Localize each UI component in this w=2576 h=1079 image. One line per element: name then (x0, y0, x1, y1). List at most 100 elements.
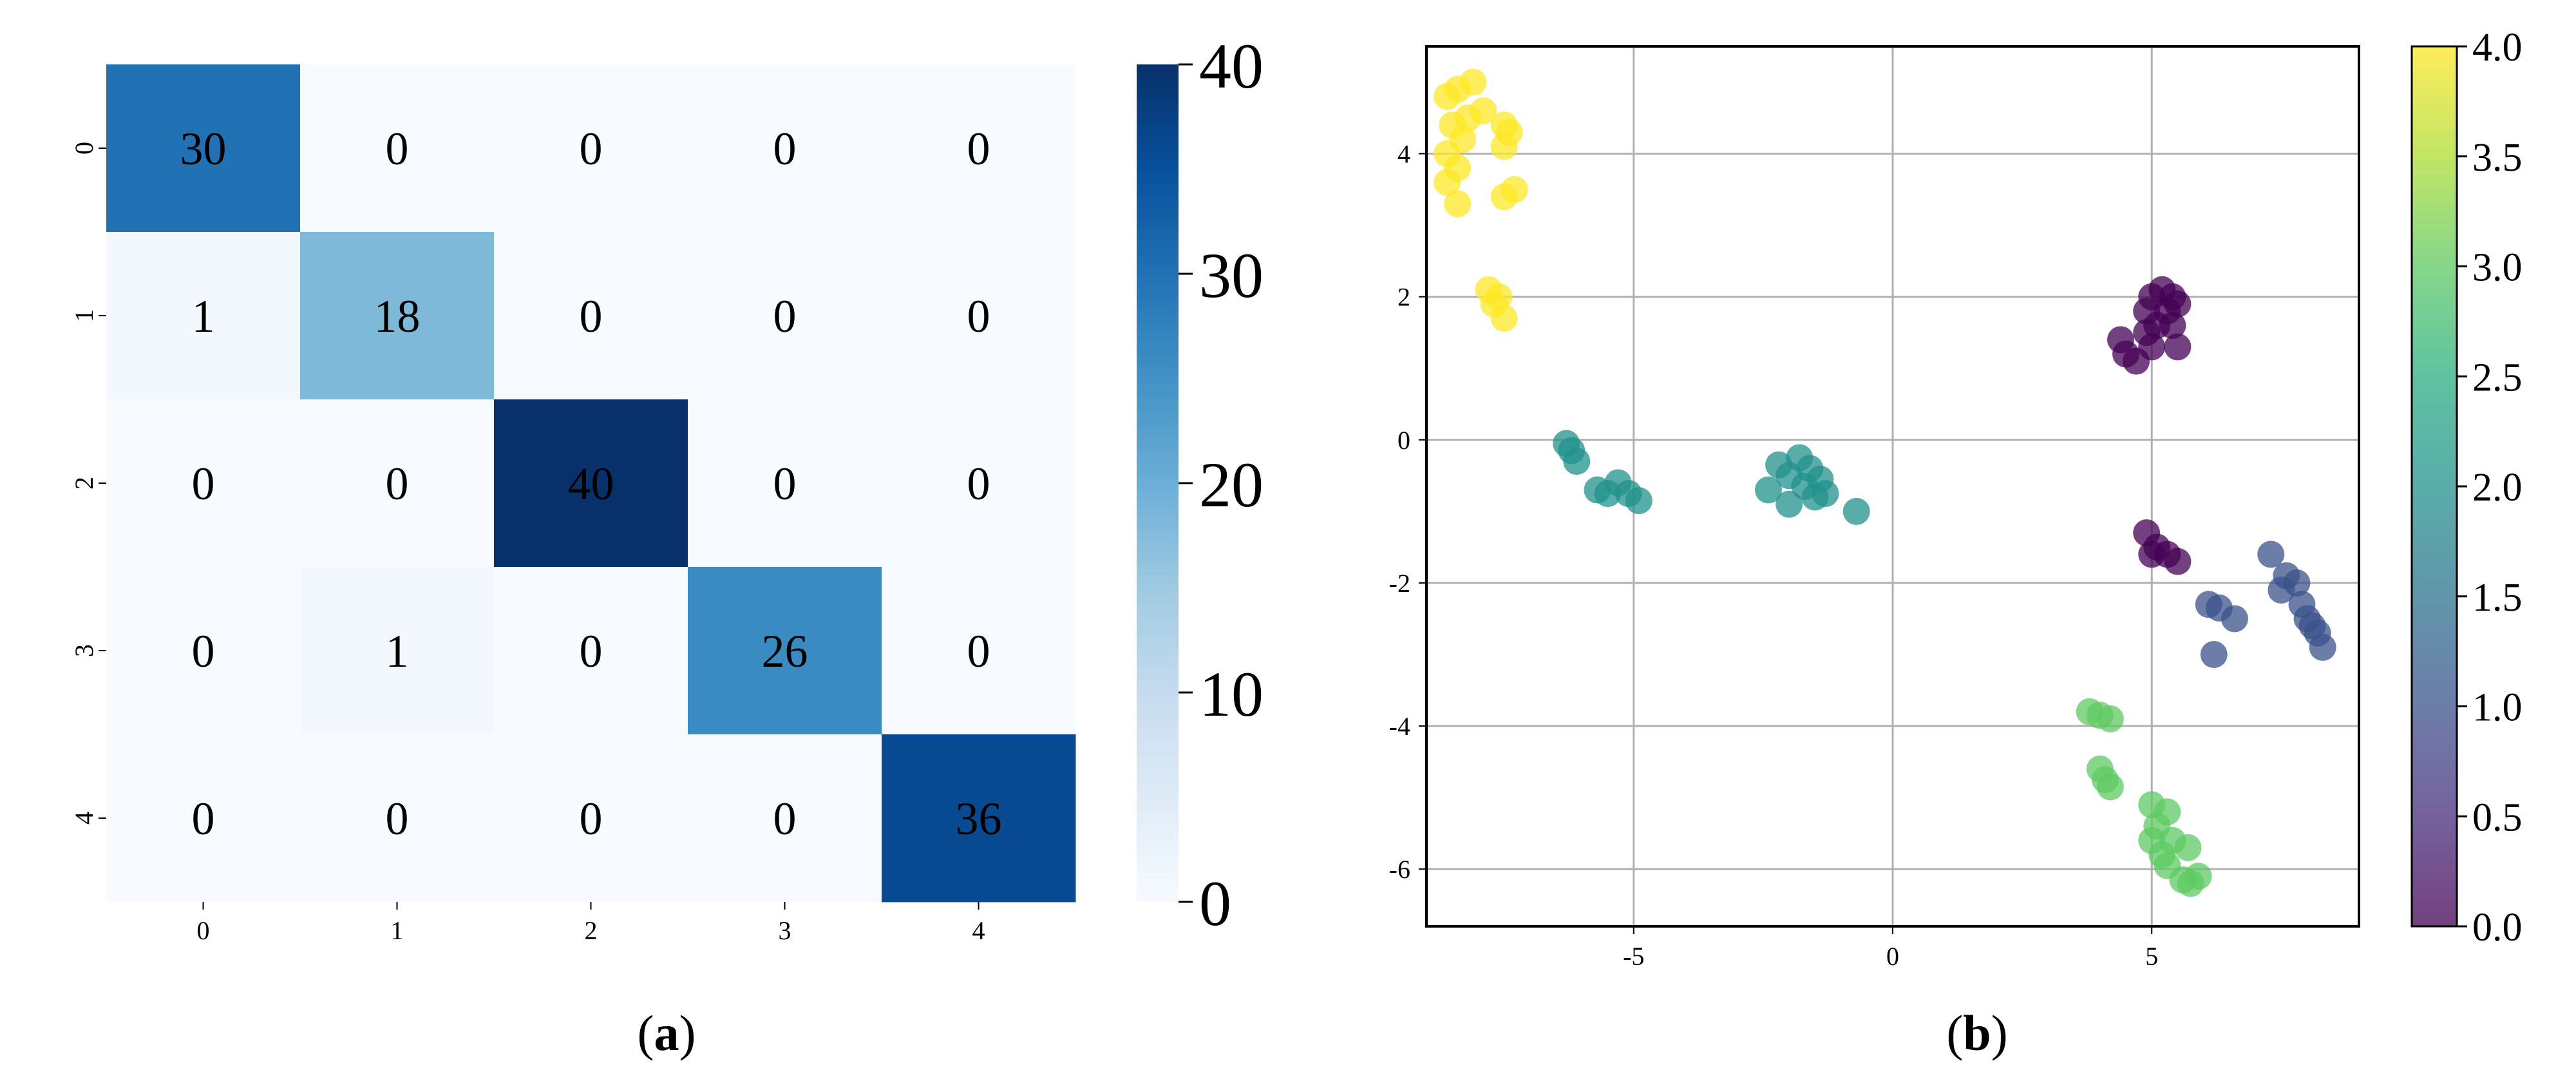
scatter-point (2221, 605, 2248, 633)
heatmap-cell-label: 0 (967, 625, 990, 677)
heatmap-cell-label: 0 (386, 793, 409, 845)
heatmap-cell-label: 0 (967, 458, 990, 510)
heatmap-cell-label: 0 (773, 458, 797, 510)
heatmap-cell-label: 0 (580, 123, 603, 175)
scatter-point (1434, 82, 1461, 110)
scatter-point (1459, 68, 1487, 96)
colorbar-gradient (2412, 46, 2457, 926)
heatmap-cell (882, 232, 1076, 400)
scatter-point (2096, 705, 2124, 732)
scatter-point (2174, 834, 2202, 861)
scatter-point (2159, 312, 2186, 339)
scatter-colorbar: 0.0 0.5 1.0 1.5 2.0 2.5 3.0 3.5 4.0 (2410, 26, 2523, 950)
colorbar-tick-label: 1.0 (2472, 686, 2523, 730)
heatmap-cell (882, 64, 1076, 233)
y-tick-label: 0 (1397, 426, 1410, 455)
heatmap-cell (106, 734, 301, 902)
x-tick-label: -5 (1623, 942, 1644, 971)
scatter-point (1434, 169, 1461, 196)
panel-label-a: (a) (638, 1005, 696, 1061)
x-tick-label: 1 (391, 916, 404, 945)
heatmap-cell (300, 232, 495, 400)
scatter-point (1490, 133, 1518, 160)
scatter-point (2164, 333, 2192, 361)
x-tick-label: 4 (972, 916, 985, 945)
scatter-point (2096, 773, 2124, 801)
x-tick-label: 5 (2145, 942, 2158, 971)
heatmap-cell-label: 1 (386, 625, 409, 677)
x-tick-label: 0 (197, 916, 210, 945)
heatmap-cell (106, 567, 301, 735)
heatmap-cell-label: 0 (386, 458, 409, 510)
scatter-point (1444, 190, 1472, 218)
heatmap-cell (688, 64, 882, 233)
scatter-point (2164, 548, 2192, 575)
heatmap-cell-label: 0 (192, 625, 215, 677)
heatmap-cell (882, 734, 1076, 902)
colorbar-tick-label: 2.0 (2472, 466, 2523, 510)
colorbar-gradient (1137, 64, 1179, 902)
heatmap-cell (494, 64, 688, 233)
scatter-point (1625, 487, 1653, 515)
y-tick-label: -2 (1389, 569, 1410, 598)
heatmap-cell-label: 0 (580, 291, 603, 342)
heatmap-cell (106, 399, 301, 568)
x-tick-label: 2 (585, 916, 598, 945)
scatter-plot: -5 0 5 -6 -4 -2 0 2 4 (1389, 45, 2360, 971)
scatter-point (1842, 497, 1870, 525)
heatmap-cell-label: 0 (773, 793, 797, 845)
x-tick-label: 0 (1886, 942, 1899, 971)
scatter-point (1490, 305, 1518, 332)
heatmap-cell (494, 399, 688, 568)
scatter-point (1470, 97, 1497, 124)
heatmap-cell-label: 0 (773, 291, 797, 342)
colorbar-tick-label: 30 (1199, 240, 1264, 311)
heatmap-cell (300, 399, 495, 568)
heatmap-cell-label: 1 (192, 291, 215, 342)
scatter-point (2138, 333, 2166, 361)
colorbar-tick-label: 3.0 (2472, 246, 2523, 290)
colorbar-tick-label: 4.0 (2472, 26, 2523, 70)
heatmap-cell-label: 30 (180, 123, 227, 175)
heatmap-cell-label: 0 (773, 123, 797, 175)
scatter-point (2309, 633, 2336, 661)
colorbar-tick-label: 2.5 (2472, 356, 2523, 399)
heatmap-cell-label: 26 (762, 625, 808, 677)
scatter-point (1776, 490, 1803, 518)
y-tick-label: 4 (1397, 140, 1410, 169)
colorbar-tick-label: 3.5 (2472, 136, 2523, 180)
heatmap-cell-label: 0 (192, 793, 215, 845)
heatmap-cell (882, 399, 1076, 568)
heatmap-cell (106, 64, 301, 233)
colorbar-tick-label: 40 (1199, 30, 1264, 102)
scatter-point (2268, 577, 2295, 604)
panel-label-b: (b) (1946, 1005, 2007, 1061)
heatmap-cell-label: 0 (580, 793, 603, 845)
heatmap-cell-label: 40 (568, 458, 614, 510)
heatmap-cell-label: 0 (192, 458, 215, 510)
scatter-point (2164, 290, 2192, 318)
colorbar-tick-label: 0.0 (2472, 906, 2523, 950)
heatmap-cell-label: 0 (967, 291, 990, 342)
scatter-point (1490, 183, 1518, 211)
y-tick-label: -4 (1389, 712, 1410, 741)
heatmap-cell-label: 36 (956, 793, 1002, 845)
heatmap-cell-label: 18 (374, 291, 421, 342)
y-tick-label: 2 (1397, 283, 1410, 312)
y-tick-label: 0 (70, 142, 99, 155)
colorbar-tick-label: 10 (1199, 658, 1264, 730)
x-tick-label: 3 (779, 916, 791, 945)
scatter-point (1812, 480, 1839, 508)
heatmap-cell-label: 0 (386, 123, 409, 175)
colorbar-tick-label: 0 (1199, 868, 1231, 939)
heatmap-cell (494, 734, 688, 902)
scatter-point (2177, 870, 2204, 897)
heatmap-cell (300, 734, 495, 902)
heatmap-cell (882, 567, 1076, 735)
scatter-point (1563, 448, 1591, 475)
y-tick-label: 2 (70, 477, 99, 490)
heatmap-cell (300, 64, 495, 233)
heatmap-cell (494, 232, 688, 400)
